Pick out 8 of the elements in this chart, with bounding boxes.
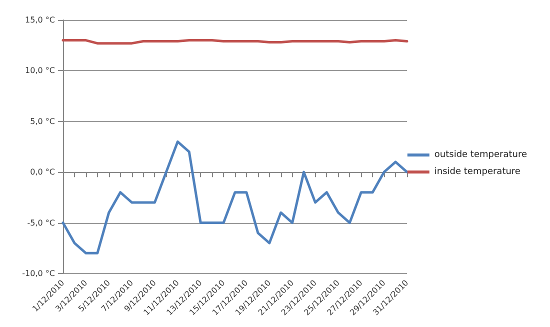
legend-label: inside temperature [434,167,521,177]
y-tick-label: -5,0 °C [27,218,56,228]
y-tick-label: 15,0 °C [25,16,56,24]
y-tick-label: 5,0 °C [30,116,56,126]
y-tick-label: 0,0 °C [30,168,56,177]
legend-label: outside temperature [434,150,528,160]
y-tick-label: 10,0 °C [25,66,56,76]
y-tick-label: -10,0 °C [22,268,56,278]
